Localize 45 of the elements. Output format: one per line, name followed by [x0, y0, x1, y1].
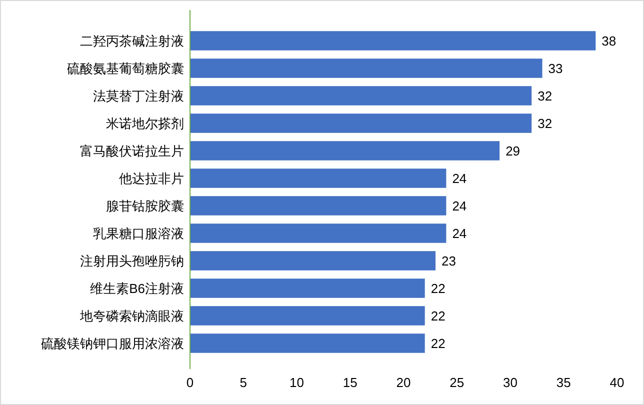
data-label: 22	[430, 308, 446, 324]
x-tick-label: 0	[186, 375, 194, 390]
data-label: 24	[452, 226, 467, 241]
y-tick-label: 维生素B6注射液	[90, 280, 184, 296]
y-tick-label: 硫酸氨基葡萄糖胶囊	[67, 60, 184, 76]
data-label: 22	[430, 336, 446, 351]
data-label: 22	[430, 280, 446, 296]
y-tick-label: 二羟丙茶碱注射液	[80, 33, 184, 48]
data-label: 24	[452, 170, 467, 186]
x-tick-label: 40	[610, 375, 624, 390]
bar	[190, 58, 542, 78]
x-tick-label: 30	[503, 375, 518, 390]
bar	[190, 334, 425, 353]
y-tick-label: 硫酸镁钠钾口服用浓溶液	[41, 336, 184, 351]
y-tick-label: 腺苷钴胺胶囊	[106, 198, 184, 214]
y-tick-label: 法莫替丁注射液	[93, 88, 184, 104]
y-tick-label: 地夸磷索钠滴眼液	[79, 308, 184, 324]
y-tick-label: 他达拉非片	[119, 170, 184, 186]
bar	[190, 278, 425, 298]
data-label: 23	[442, 253, 456, 268]
y-tick-label: 乳果糖口服溶液	[93, 226, 184, 241]
x-tick-label: 10	[290, 375, 304, 390]
bar	[190, 31, 596, 50]
data-label: 29	[506, 143, 520, 158]
bar	[190, 306, 425, 326]
y-tick-label: 富马酸伏诺拉生片	[80, 143, 184, 158]
bar	[190, 114, 532, 133]
y-tick-label: 米诺地尔搽剂	[106, 116, 184, 131]
bar	[190, 196, 446, 216]
bar	[190, 224, 446, 243]
bar	[190, 168, 446, 188]
y-tick-label: 注射用头孢唑肟钠	[80, 253, 184, 268]
data-label: 32	[538, 116, 552, 131]
bar	[190, 86, 532, 106]
x-tick-label: 5	[240, 375, 247, 390]
bar	[190, 251, 436, 270]
data-label: 33	[548, 60, 563, 76]
bar	[190, 141, 500, 160]
data-label: 24	[452, 198, 467, 214]
data-label: 38	[602, 33, 616, 48]
x-tick-label: 15	[342, 375, 358, 390]
x-tick-label: 20	[396, 375, 411, 390]
data-label: 32	[538, 88, 552, 104]
x-tick-label: 25	[450, 375, 464, 390]
x-tick-label: 35	[556, 375, 571, 390]
